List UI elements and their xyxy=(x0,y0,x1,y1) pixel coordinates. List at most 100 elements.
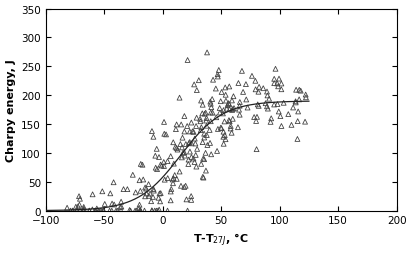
Point xyxy=(271,77,278,82)
Point xyxy=(114,209,121,213)
Point xyxy=(171,162,177,166)
Point xyxy=(129,173,136,177)
Point xyxy=(208,153,215,157)
Point xyxy=(197,129,204,133)
Point xyxy=(226,120,233,124)
Point xyxy=(236,108,242,112)
Point xyxy=(192,153,199,157)
Point xyxy=(160,160,167,164)
Point xyxy=(117,205,124,209)
Point xyxy=(184,209,191,213)
Point xyxy=(139,163,146,167)
Point xyxy=(124,187,131,192)
Point xyxy=(183,142,189,147)
Point xyxy=(206,128,213,132)
Point xyxy=(137,209,144,213)
Point xyxy=(271,103,277,107)
Point xyxy=(178,156,185,160)
Point xyxy=(157,199,164,203)
Point xyxy=(191,83,197,87)
Point xyxy=(292,100,299,104)
Point xyxy=(188,194,194,198)
Point xyxy=(136,209,143,213)
Point xyxy=(167,199,174,203)
Point xyxy=(182,154,188,158)
Point xyxy=(150,135,157,139)
Point xyxy=(264,105,270,109)
Point xyxy=(288,123,295,128)
Point xyxy=(230,95,237,99)
Point xyxy=(213,87,219,91)
Point xyxy=(209,98,215,102)
Point xyxy=(278,82,285,86)
Point xyxy=(133,209,140,213)
Point xyxy=(267,120,274,124)
Point xyxy=(132,190,139,195)
Point xyxy=(275,85,281,89)
Point xyxy=(163,133,169,137)
Point xyxy=(185,158,192,162)
Point xyxy=(99,189,105,194)
Point xyxy=(294,137,301,141)
Point xyxy=(214,149,220,153)
Point xyxy=(120,187,127,192)
Point xyxy=(118,209,124,213)
Point xyxy=(154,209,161,213)
Point xyxy=(152,154,159,158)
Point xyxy=(143,187,150,191)
Point xyxy=(118,200,124,204)
Point xyxy=(178,123,185,127)
Point xyxy=(229,107,236,112)
Point xyxy=(208,106,215,110)
Point xyxy=(220,130,227,134)
Point xyxy=(127,209,134,213)
Point xyxy=(293,88,300,92)
Y-axis label: Charpy energy, J: Charpy energy, J xyxy=(5,59,16,161)
Point xyxy=(218,126,224,130)
Point xyxy=(158,164,165,168)
Point xyxy=(164,209,171,213)
Point xyxy=(146,194,152,198)
Point xyxy=(150,187,157,191)
Point xyxy=(109,202,115,206)
Point xyxy=(184,59,191,63)
Point xyxy=(222,138,229,142)
Point xyxy=(185,162,192,166)
Point xyxy=(197,117,204,121)
Point xyxy=(227,124,234,129)
Point xyxy=(271,82,278,86)
Point xyxy=(80,205,87,209)
Point xyxy=(226,85,232,89)
Point xyxy=(217,111,223,115)
Point xyxy=(207,100,214,104)
Point xyxy=(220,142,227,146)
Point xyxy=(89,193,96,197)
Point xyxy=(100,209,107,213)
Point xyxy=(169,178,176,182)
Point xyxy=(210,78,216,83)
Point xyxy=(136,206,143,210)
Point xyxy=(200,157,206,161)
Point xyxy=(64,206,70,210)
Point xyxy=(193,116,200,120)
Point xyxy=(198,126,205,130)
Point xyxy=(220,135,227,139)
Point xyxy=(149,130,155,134)
Point xyxy=(200,176,207,180)
Point xyxy=(142,186,148,190)
Point xyxy=(179,146,185,150)
Point xyxy=(293,101,299,105)
Point xyxy=(73,209,80,213)
Point xyxy=(95,209,102,213)
Point xyxy=(254,115,260,119)
Point xyxy=(253,119,260,123)
Point xyxy=(180,151,186,155)
Point xyxy=(198,162,204,166)
Point xyxy=(243,98,250,102)
Point xyxy=(147,192,153,196)
Point xyxy=(148,199,154,203)
Point xyxy=(285,113,292,117)
Point xyxy=(140,178,147,182)
Point xyxy=(154,167,160,171)
Point xyxy=(73,205,79,209)
